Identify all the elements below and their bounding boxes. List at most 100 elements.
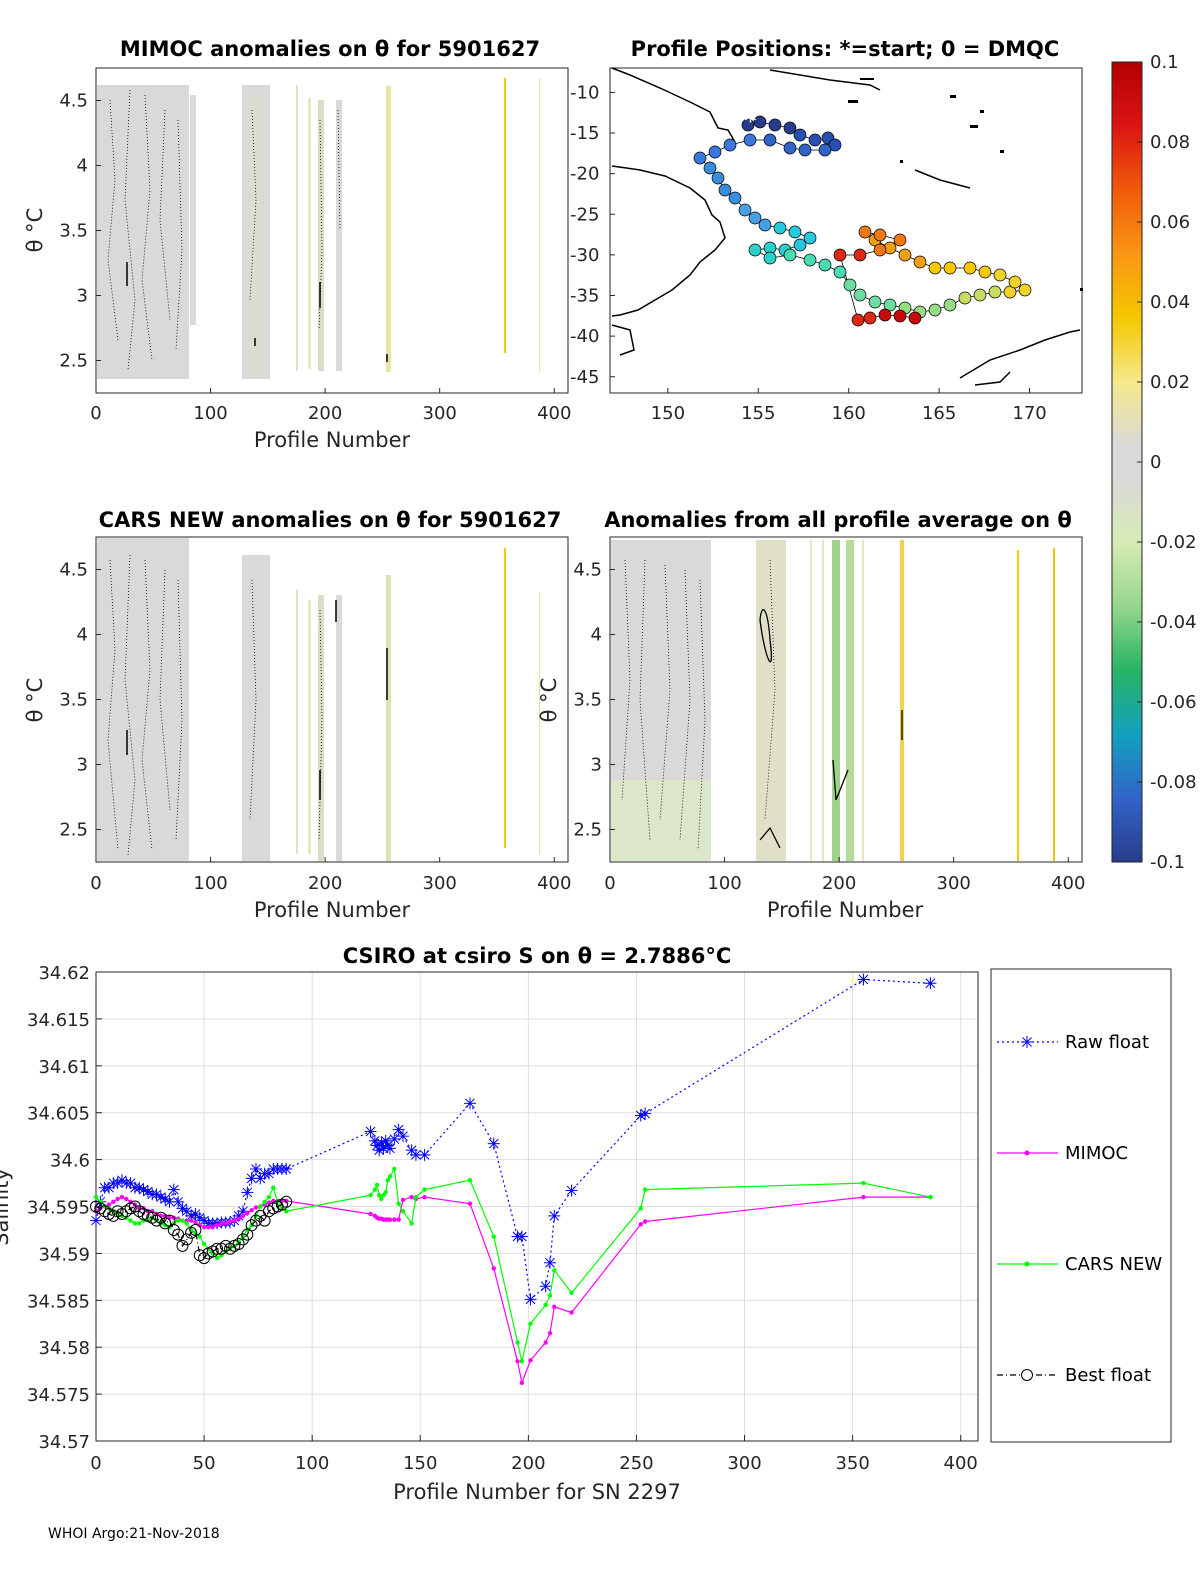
y-tick-label: -25 (570, 204, 599, 225)
data-point (214, 1255, 220, 1261)
data-point (539, 1280, 552, 1293)
mimoc-yticks: 2.5 3 3.5 4 4.5 (59, 91, 101, 372)
data-point (569, 1290, 574, 1295)
data-point (90, 1214, 102, 1227)
data-point (262, 1199, 267, 1205)
data-point (524, 1293, 537, 1306)
data-point (167, 1183, 180, 1196)
track-point (783, 248, 797, 262)
track-point (748, 243, 762, 257)
data-point (232, 1218, 237, 1223)
track-point (708, 145, 722, 159)
data-point (379, 1134, 392, 1147)
series-mimoc (93, 1194, 933, 1386)
track-point (958, 291, 972, 305)
x-tick-label: 150 (403, 1453, 437, 1474)
cars-xlabel: Profile Number (254, 898, 411, 922)
cars-panel: CARS NEW anomalies on θ for 5901627 θ °C… (23, 508, 571, 922)
track-point (863, 311, 877, 325)
data-point (197, 1223, 202, 1228)
data-point (515, 1230, 528, 1243)
mimoc-xticks: 0 100 200 300 400 (90, 388, 571, 424)
track-point (1018, 283, 1032, 297)
data-point (119, 1194, 125, 1200)
cars-xticks: 0 100 200 300 400 (90, 857, 571, 894)
salinity-series (90, 973, 937, 1386)
data-point (528, 1321, 533, 1326)
data-point (115, 1196, 120, 1202)
mimoc-panel: MIMOC anomalies on θ for 5901627 θ °C (23, 37, 571, 452)
avg-xlabel: Profile Number (767, 898, 924, 922)
y-tick-label: 4.5 (59, 560, 88, 581)
data-point (271, 1185, 276, 1190)
data-point (176, 1239, 189, 1252)
track-point (763, 133, 777, 147)
track-point (928, 303, 942, 317)
data-point (163, 1195, 176, 1208)
track-point (828, 138, 842, 152)
track-point (988, 285, 1002, 299)
track-point (913, 255, 927, 269)
y-tick-label: -15 (570, 123, 599, 144)
y-tick-label: 4 (591, 625, 602, 646)
y-tick-label: 3.5 (59, 690, 88, 711)
data-point (463, 1097, 476, 1110)
track-point (783, 121, 797, 135)
data-point (193, 1220, 198, 1225)
avg-panel: Anomalies from all profile average on θ … (537, 508, 1085, 922)
data-point (197, 1234, 202, 1239)
track-point (808, 133, 822, 147)
legend-item: Best float (997, 1365, 1151, 1386)
cars-ylabel: θ °C (23, 678, 47, 723)
x-tick-label: 155 (741, 403, 775, 424)
data-point (180, 1233, 193, 1246)
data-point (857, 973, 870, 986)
legend-label: CARS NEW (1065, 1254, 1162, 1275)
data-point (543, 1340, 548, 1345)
data-point (928, 1194, 933, 1200)
data-point (368, 1211, 373, 1217)
track-point (893, 233, 907, 247)
track-point (943, 261, 957, 275)
track-point (798, 143, 812, 157)
data-point (642, 1187, 648, 1192)
data-point (422, 1187, 427, 1192)
salinity-chart: CSIRO at csiro S on θ = 2.7886°C 0 50 100 1… (0, 944, 1172, 1504)
data-point (201, 1241, 207, 1247)
data-point (188, 1218, 194, 1223)
data-point (543, 1302, 548, 1308)
track-point (1008, 275, 1022, 289)
data-point (198, 1252, 211, 1265)
data-point (219, 1221, 224, 1226)
track-point (741, 118, 755, 132)
map-yticks: -10 -15 -20 -25 -30 -35 -40 -45 (570, 82, 615, 388)
y-tick-label: 3 (591, 755, 602, 776)
data-point (528, 1358, 533, 1363)
track-point (973, 288, 987, 302)
track-point (748, 211, 762, 225)
data-point (180, 1218, 185, 1223)
data-point (422, 1194, 427, 1200)
data-point (638, 1222, 643, 1227)
y-tick-label: 34.62 (38, 963, 90, 984)
cb-tick-label: -0.06 (1150, 692, 1197, 713)
track-point (738, 203, 752, 217)
data-point (396, 1201, 401, 1206)
x-tick-label: 300 (937, 873, 971, 894)
map-panel: Profile Positions: *=start; 0 = DMQC * 1… (570, 37, 1083, 424)
y-tick-label: 34.61 (38, 1057, 90, 1078)
track-point (788, 225, 802, 239)
cb-tick-label: -0.02 (1150, 532, 1197, 553)
y-tick-label: 4 (77, 156, 88, 177)
data-point (467, 1201, 473, 1206)
data-point (206, 1224, 211, 1230)
data-point (400, 1197, 406, 1203)
x-tick-label: 0 (604, 873, 615, 894)
data-point (93, 1194, 99, 1200)
data-point (543, 1256, 556, 1269)
salinity-title: CSIRO at csiro S on θ = 2.7886°C (343, 944, 732, 968)
data-point (227, 1219, 233, 1224)
mimoc-xlabel: Profile Number (254, 428, 411, 452)
cars-yticks: 2.5 3 3.5 4 4.5 (59, 560, 101, 841)
data-point (467, 1178, 473, 1183)
